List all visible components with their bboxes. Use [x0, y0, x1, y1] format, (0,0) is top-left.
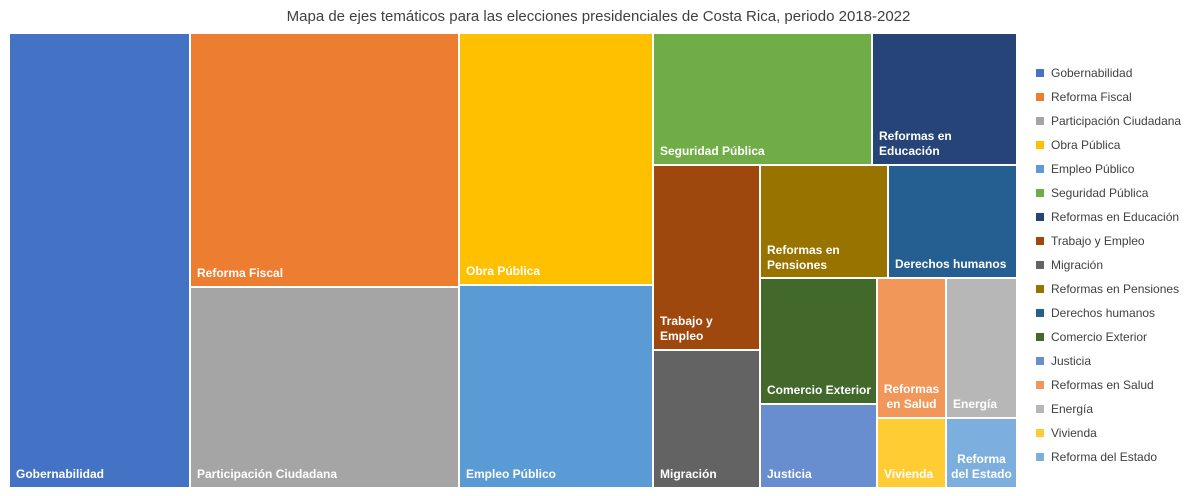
legend-item: Gobernabilidad	[1036, 61, 1181, 85]
treemap-label: Seguridad Pública	[660, 144, 765, 158]
legend-item: Reformas en Pensiones	[1036, 277, 1181, 301]
treemap-tile-comercio-exterior: Comercio Exterior	[759, 277, 878, 405]
treemap-tile-gobernabilidad: Gobernabilidad	[8, 32, 191, 489]
treemap-tile-reformas-en-salud: Reformas en Salud	[876, 277, 947, 419]
treemap-label: Energía	[953, 397, 998, 411]
treemap-label: Vivienda	[884, 467, 934, 481]
legend-swatch	[1036, 333, 1044, 341]
treemap-label: Empleo Público	[466, 467, 557, 481]
treemap-tile-empleo-publico: Empleo Público	[458, 284, 654, 489]
legend-item: Reforma Fiscal	[1036, 85, 1181, 109]
legend-swatch	[1036, 213, 1044, 221]
legend-label: Obra Pública	[1051, 138, 1121, 152]
legend-swatch	[1036, 237, 1044, 245]
treemap-label: Reforma Fiscal	[197, 266, 284, 280]
treemap-label: Derechos humanos	[895, 257, 1007, 271]
treemap-tile-derechos-humanos: Derechos humanos	[887, 164, 1018, 279]
treemap-label: Obra Pública	[466, 264, 541, 278]
legend-swatch	[1036, 93, 1044, 101]
treemap-label: Reformas en Educación	[879, 129, 952, 158]
legend-label: Participación Ciudadana	[1051, 114, 1182, 128]
treemap-tile-seguridad-publica: Seguridad Pública	[652, 32, 873, 166]
legend-swatch	[1036, 357, 1044, 365]
legend-swatch	[1036, 309, 1044, 317]
treemap-label: Comercio Exterior	[767, 383, 872, 397]
legend-label: Gobernabilidad	[1051, 66, 1133, 80]
treemap-tile-reforma-del-estado: Reforma del Estado	[945, 417, 1018, 489]
legend-label: Reforma del Estado	[1051, 450, 1158, 464]
legend: Gobernabilidad Reforma Fiscal Participació…	[1036, 61, 1181, 469]
legend-label: Comercio Exterior	[1051, 330, 1148, 344]
legend-item: Empleo Público	[1036, 157, 1181, 181]
chart-title: Mapa de ejes temáticos para las eleccion…	[286, 8, 911, 25]
treemap-tile-participacion-ciudadana: Participación Ciudadana	[189, 286, 460, 489]
treemap-label: Reforma del Estado	[951, 452, 1012, 481]
legend-label: Migración	[1051, 258, 1104, 272]
legend-item: Trabajo y Empleo	[1036, 229, 1181, 253]
legend-label: Trabajo y Empleo	[1051, 234, 1145, 248]
legend-item: Reformas en Educación	[1036, 205, 1181, 229]
legend-label: Empleo Público	[1051, 162, 1135, 176]
legend-item: Justicia	[1036, 349, 1181, 373]
legend-item: Derechos humanos	[1036, 301, 1181, 325]
legend-label: Seguridad Pública	[1051, 186, 1149, 200]
treemap-tile-reformas-en-pensiones: Reformas en Pensiones	[759, 164, 889, 279]
treemap-tile-justicia: Justicia	[759, 403, 878, 489]
legend-label: Reforma Fiscal	[1051, 90, 1132, 104]
treemap-tile-trabajo-y-empleo: Trabajo y Empleo	[652, 164, 761, 351]
legend-swatch	[1036, 141, 1044, 149]
treemap-label: Participación Ciudadana	[197, 467, 338, 481]
legend-swatch	[1036, 117, 1044, 125]
legend-item: Reformas en Salud	[1036, 373, 1181, 397]
treemap-label: Migración	[660, 467, 717, 481]
legend-label: Justicia	[1051, 354, 1092, 368]
legend-item: Migración	[1036, 253, 1181, 277]
treemap-tile-migracion: Migración	[652, 349, 761, 489]
treemap-tile-reforma-fiscal: Reforma Fiscal	[189, 32, 460, 288]
legend-item: Participación Ciudadana	[1036, 109, 1181, 133]
legend-label: Energía	[1051, 402, 1094, 416]
legend-label: Reformas en Pensiones	[1051, 282, 1180, 296]
legend-label: Derechos humanos	[1051, 306, 1156, 320]
legend-swatch	[1036, 381, 1044, 389]
legend-swatch	[1036, 189, 1044, 197]
treemap-label: Gobernabilidad	[16, 467, 105, 481]
treemap-label: Reformas en Pensiones	[767, 243, 840, 272]
legend-swatch	[1036, 165, 1044, 173]
treemap-tile-energia: Energía	[945, 277, 1018, 419]
treemap-label: Trabajo y Empleo	[660, 314, 713, 343]
treemap-tile-reformas-en-educacion: Reformas en Educación	[871, 32, 1018, 166]
legend-item: Comercio Exterior	[1036, 325, 1181, 349]
treemap-label: Reformas en Salud	[883, 382, 940, 411]
legend-swatch	[1036, 285, 1044, 293]
legend-swatch	[1036, 261, 1044, 269]
legend-swatch	[1036, 429, 1044, 437]
legend-item: Reforma del Estado	[1036, 445, 1181, 469]
legend-label: Reformas en Salud	[1051, 378, 1154, 392]
legend-item: Seguridad Pública	[1036, 181, 1181, 205]
legend-swatch	[1036, 453, 1044, 461]
treemap-tile-obra-publica: Obra Pública	[458, 32, 654, 286]
treemap-tile-vivienda: Vivienda	[876, 417, 947, 489]
legend-label: Reformas en Educación	[1051, 210, 1180, 224]
legend-item: Obra Pública	[1036, 133, 1181, 157]
legend-swatch	[1036, 69, 1044, 77]
legend-item: Energía	[1036, 397, 1181, 421]
legend-swatch	[1036, 405, 1044, 413]
legend-item: Vivienda	[1036, 421, 1181, 445]
legend-label: Vivienda	[1051, 426, 1097, 440]
treemap-label: Justicia	[767, 467, 812, 481]
